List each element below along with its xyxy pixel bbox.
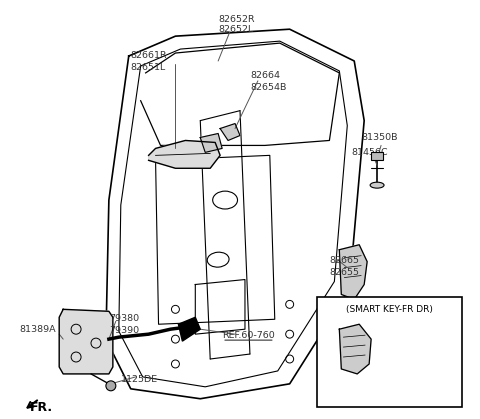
Text: 81350B: 81350B bbox=[361, 132, 398, 142]
Text: REF.60-760: REF.60-760 bbox=[222, 331, 275, 340]
Text: 82665: 82665 bbox=[369, 369, 399, 378]
Text: 82664: 82664 bbox=[250, 71, 280, 80]
Text: 79390: 79390 bbox=[109, 326, 139, 335]
Text: (SMART KEY-FR DR): (SMART KEY-FR DR) bbox=[346, 305, 433, 314]
Text: 82654B: 82654B bbox=[250, 83, 286, 92]
Text: 82655: 82655 bbox=[369, 381, 399, 390]
Polygon shape bbox=[339, 324, 371, 374]
Text: 82661R: 82661R bbox=[131, 51, 168, 60]
Text: 82665: 82665 bbox=[329, 256, 360, 265]
Text: 82652R: 82652R bbox=[218, 16, 255, 24]
Polygon shape bbox=[59, 309, 113, 374]
Text: 82655: 82655 bbox=[329, 268, 360, 277]
Text: FR.: FR. bbox=[29, 401, 52, 414]
Bar bbox=[371, 153, 383, 160]
Text: 81389A: 81389A bbox=[20, 325, 56, 334]
Text: 82651L: 82651L bbox=[131, 63, 166, 72]
Text: 81456C: 81456C bbox=[351, 148, 388, 158]
Circle shape bbox=[106, 381, 116, 391]
Text: 1125DE: 1125DE bbox=[121, 375, 158, 384]
Polygon shape bbox=[200, 134, 222, 153]
Polygon shape bbox=[339, 245, 367, 300]
Ellipse shape bbox=[370, 182, 384, 188]
Bar bbox=[317, 297, 462, 407]
Polygon shape bbox=[179, 317, 200, 341]
Text: 79380: 79380 bbox=[109, 314, 139, 323]
Text: 82652L: 82652L bbox=[218, 25, 253, 34]
Polygon shape bbox=[149, 140, 220, 168]
Polygon shape bbox=[220, 124, 240, 140]
